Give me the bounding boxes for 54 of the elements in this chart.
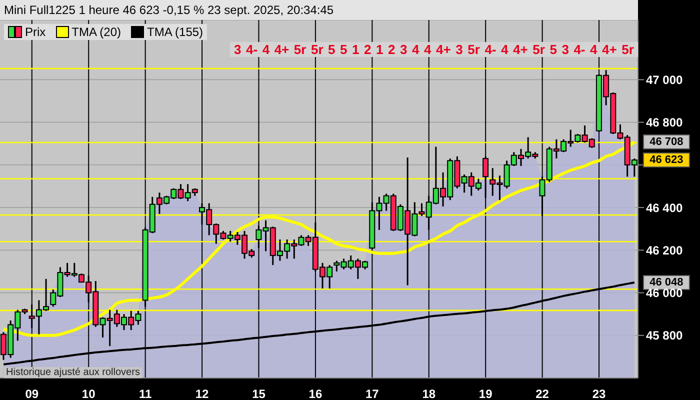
annotation: 5r bbox=[532, 42, 545, 57]
annotation: 4+ bbox=[602, 42, 617, 57]
legend-label: TMA (20) bbox=[72, 25, 122, 39]
y-tick-label: 46 400 bbox=[646, 200, 684, 215]
annotation: 3 bbox=[456, 42, 463, 57]
annotation: Historique ajusté aux rollovers bbox=[4, 367, 142, 378]
annotation: 5r bbox=[468, 42, 480, 57]
annotation: 4- bbox=[574, 42, 586, 57]
x-tick-label: 15 bbox=[252, 387, 266, 400]
annotation: 3 bbox=[234, 42, 242, 57]
annotation: 2 bbox=[388, 42, 396, 57]
x-tick-label: 12 bbox=[195, 387, 210, 400]
annotation: 5 bbox=[340, 42, 348, 57]
annotation: 4- bbox=[484, 42, 496, 57]
annotation: 2 bbox=[364, 42, 372, 57]
x-tick-label: 17 bbox=[365, 387, 380, 400]
annotation: 4- bbox=[246, 42, 258, 57]
data-label: 46 623 bbox=[650, 154, 684, 166]
annotation: 5r bbox=[310, 42, 324, 57]
x-tick-label: 10 bbox=[82, 387, 96, 400]
x-tick-label: 22 bbox=[536, 387, 550, 400]
annotation: 1 bbox=[352, 42, 360, 57]
annotation: 5 bbox=[328, 42, 336, 57]
annotation: 4 bbox=[590, 42, 598, 57]
annotation: 4 bbox=[262, 42, 270, 57]
annotation: 4 bbox=[501, 42, 508, 57]
data-label: 46 048 bbox=[650, 276, 684, 289]
annotation: 3 bbox=[562, 42, 569, 57]
annotation: 4+ bbox=[513, 42, 528, 57]
legend-label: Prix bbox=[25, 25, 46, 39]
annotation: 4+ bbox=[436, 42, 451, 57]
y-tick-label: 46 000 bbox=[646, 286, 684, 300]
annotation: 5r bbox=[294, 42, 306, 57]
data-label: 46 708 bbox=[650, 136, 684, 148]
annotation: 5 bbox=[550, 42, 557, 57]
y-tick-label: 46 200 bbox=[646, 243, 684, 258]
line-series bbox=[2, 140, 636, 337]
annotation: 5r bbox=[622, 42, 634, 57]
annotation: 1 bbox=[376, 42, 384, 57]
y-tick-label: 47 000 bbox=[646, 72, 684, 87]
x-tick-label: 11 bbox=[138, 387, 152, 400]
annotation: 4 bbox=[424, 42, 432, 57]
x-tick-label: 16 bbox=[308, 387, 322, 400]
x-tick-label: 19 bbox=[478, 387, 493, 400]
chart-title: Mini Full1225 1 heure 46 623 -0,15 % 23 sept. 2025, 20:34:45 bbox=[0, 0, 638, 20]
y-tick-label: 46 800 bbox=[646, 116, 684, 130]
x-tick-label: 09 bbox=[25, 387, 39, 400]
legend-label: TMA (155) bbox=[147, 25, 204, 39]
annotation: 4 bbox=[412, 42, 420, 57]
x-tick-label: 23 bbox=[592, 387, 606, 400]
y-tick-label: 45 800 bbox=[646, 328, 684, 343]
x-tick-label: 18 bbox=[422, 387, 436, 400]
annotation: 4+ bbox=[274, 42, 290, 57]
annotation: 3 bbox=[400, 42, 408, 57]
